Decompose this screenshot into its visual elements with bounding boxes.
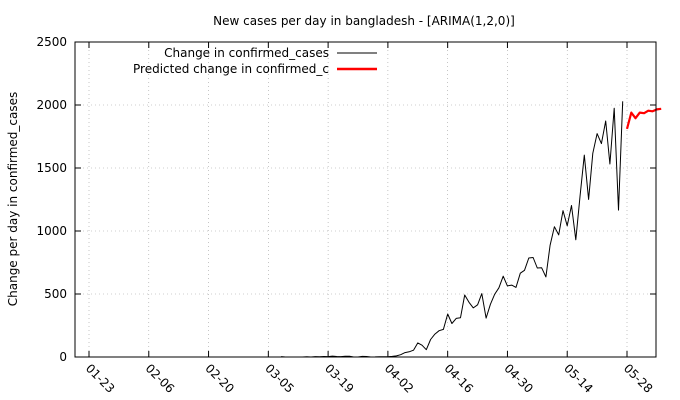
x-tick-label: 03-05	[262, 361, 297, 396]
x-tick-label: 04-30	[501, 361, 536, 396]
series-line-predicted	[625, 107, 662, 130]
legend: Change in confirmed_cases Predicted chan…	[133, 46, 377, 76]
y-tick-label: 1000	[36, 224, 67, 238]
y-tick-label: 1500	[36, 161, 67, 175]
x-tick-label: 03-19	[322, 361, 357, 396]
y-tick-label: 2000	[36, 98, 67, 112]
x-tick-label: 02-06	[143, 361, 178, 396]
legend-label-actual: Change in confirmed_cases	[164, 46, 329, 60]
x-tick-label: 04-02	[382, 361, 417, 396]
y-axis-ticks: 0 500 1000 1500 2000 2500	[36, 35, 656, 364]
plot-frame	[74, 41, 657, 358]
x-tick-label: 04-16	[442, 361, 477, 396]
x-axis-ticks: 01-23 02-06 02-20 03-05 03-19 04-02 04-16 04-30…	[83, 42, 656, 396]
chart-title: New cases per day in bangladesh - [ARIMA…	[213, 14, 515, 28]
y-tick-label: 500	[44, 287, 67, 301]
x-tick-label: 02-20	[202, 361, 237, 396]
y-tick-label: 2500	[36, 35, 67, 49]
y-tick-label: 0	[59, 350, 67, 364]
x-tick-label: 05-14	[561, 361, 596, 396]
series-line-actual	[281, 101, 624, 358]
legend-label-predicted: Predicted change in confirmed_c	[133, 62, 329, 76]
y-axis-label: Change per day in confirmed_cases	[6, 92, 20, 307]
x-tick-label: 05-28	[621, 361, 656, 396]
x-tick-label: 01-23	[83, 361, 118, 396]
series-lines	[281, 101, 662, 358]
grid	[75, 42, 656, 357]
